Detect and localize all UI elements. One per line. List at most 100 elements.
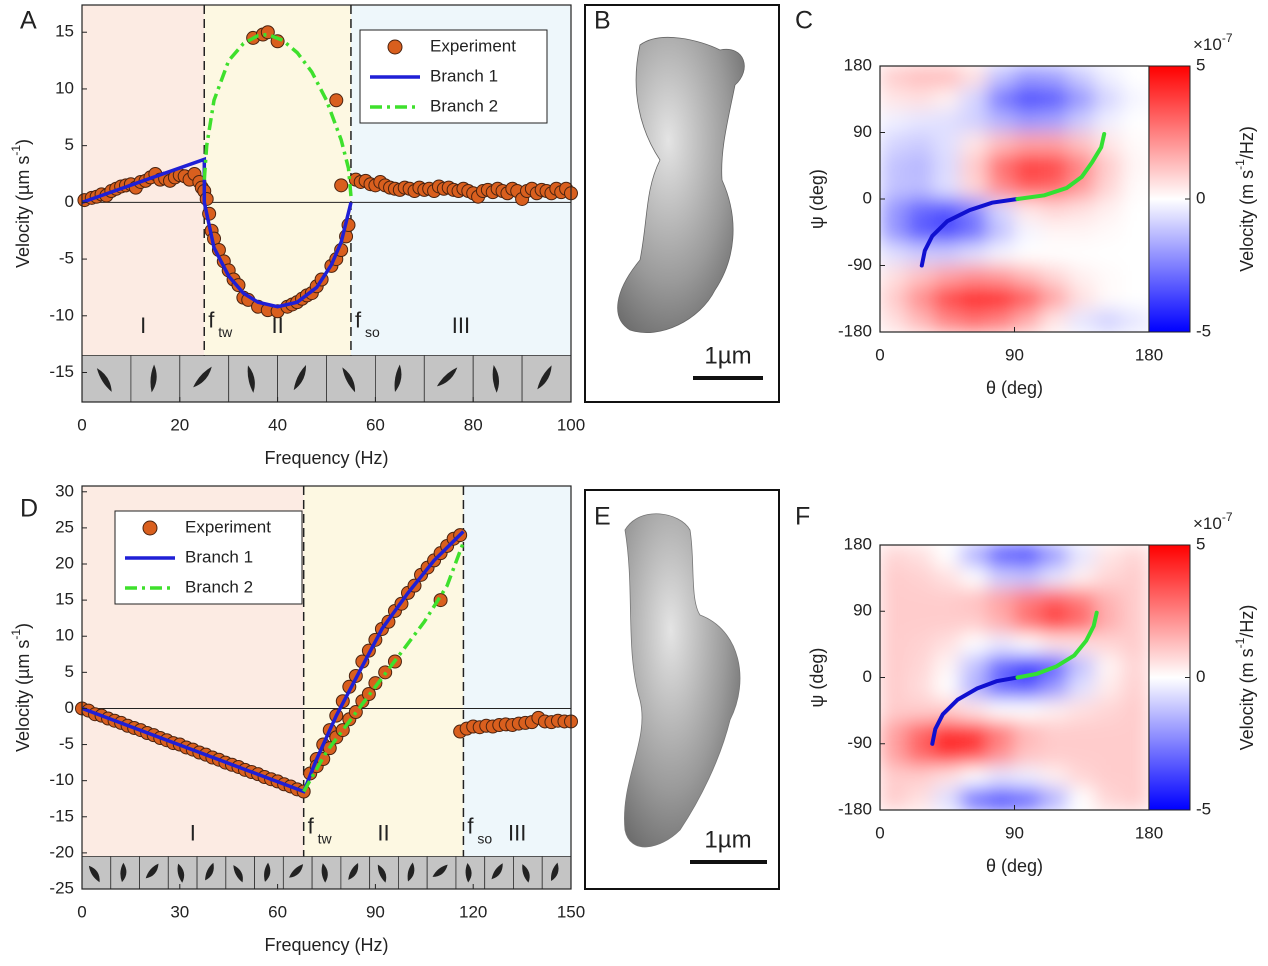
- heatmap-cell: [1121, 632, 1149, 656]
- heatmap-cell: [880, 677, 908, 701]
- y-tick-label: 15: [55, 22, 74, 41]
- x-tick-label: 0: [77, 415, 86, 434]
- heatmap-cell: [1040, 198, 1069, 222]
- colorbar-label-superscript: -1: [1233, 159, 1247, 170]
- heatmap-cell: [1014, 610, 1042, 634]
- heatmap-cell: [1067, 787, 1096, 810]
- heatmap-cell: [1121, 743, 1149, 767]
- heatmap-cell: [1067, 566, 1096, 590]
- heatmap-cell: [960, 632, 989, 656]
- heatmap-cell: [880, 309, 908, 332]
- heatmap-cell: [1121, 721, 1149, 745]
- heatmap-cell: [960, 176, 989, 200]
- heatmap-cell: [1067, 743, 1096, 767]
- heatmap-cell: [1040, 87, 1069, 111]
- legend-label: Experiment: [430, 36, 516, 55]
- colorbar-multiplier-exponent: -7: [1222, 510, 1233, 524]
- heatmap-cell: [960, 699, 989, 723]
- heatmap-cell: [906, 654, 935, 678]
- heatmap-cell: [1121, 66, 1149, 89]
- panel-letter: F: [795, 503, 810, 531]
- heatmap-cell: [1094, 87, 1123, 111]
- heatmap-cell: [1067, 242, 1096, 266]
- heatmap-cell: [1040, 109, 1069, 133]
- threshold-label: f: [308, 813, 315, 838]
- heatmap-cell: [960, 787, 989, 810]
- heatmap-cell: [880, 220, 908, 244]
- heatmap-cell: [1121, 154, 1149, 178]
- data-point: [329, 93, 344, 108]
- y-tick-label: 5: [65, 135, 74, 154]
- heatmap-cell: [987, 154, 1015, 178]
- snapshot-cell: [120, 862, 127, 883]
- heatmap-cell: [960, 309, 989, 332]
- heatmap-cell: [880, 109, 908, 133]
- region: [204, 5, 351, 402]
- heatmap-cell: [987, 721, 1015, 745]
- heatmap-cell: [1121, 287, 1149, 311]
- heatmap-cell: [880, 87, 908, 111]
- heatmap-cell: [987, 220, 1015, 244]
- y-axis-label-superscript: -1: [9, 145, 23, 156]
- heatmap-cell: [906, 132, 935, 156]
- threshold-subscript: tw: [318, 830, 333, 846]
- heatmap-cell: [1094, 677, 1123, 701]
- colorbar-multiplier: ×10-7: [1193, 31, 1233, 54]
- heatmap-cell: [1014, 109, 1042, 133]
- panel-letter: D: [20, 495, 38, 523]
- snapshot-cell: [522, 864, 530, 883]
- heatmap-cell: [880, 699, 908, 723]
- heatmap-cell: [1121, 265, 1149, 289]
- trajectory: [919, 197, 1020, 268]
- heatmap-cell: [987, 176, 1015, 200]
- snapshot-cell: [348, 862, 359, 880]
- colorbar-label: Velocity (m s-1/Hz): [1233, 605, 1257, 751]
- heatmap-cell: [1040, 632, 1069, 656]
- snapshot-cell: [465, 862, 472, 883]
- heatmap-cell: [906, 721, 935, 745]
- snapshot-cell: [432, 864, 448, 877]
- heatmap-cell: [1040, 242, 1069, 266]
- y-axis-label: Velocity (µm s-1): [9, 623, 33, 752]
- heatmap-cell: [1067, 545, 1096, 568]
- heatmap-cell: [1094, 309, 1123, 332]
- heatmap-cell: [1121, 610, 1149, 634]
- snapshot-cell: [492, 365, 500, 393]
- heatmap-cell: [1014, 632, 1042, 656]
- y-tick-label: -15: [49, 362, 74, 381]
- heatmap-cell: [960, 721, 989, 745]
- heatmap-cell: [933, 309, 962, 332]
- heatmap-cell: [933, 545, 962, 568]
- heatmap-cell: [906, 87, 935, 111]
- snapshot-cell: [394, 364, 402, 392]
- heatmap-cell: [906, 677, 935, 701]
- heatmap-cell: [880, 743, 908, 767]
- heatmap-cell: [1121, 588, 1149, 612]
- heatmap-cell: [880, 632, 908, 656]
- branch-line: [202, 32, 353, 197]
- heatmap-cell: [1040, 743, 1069, 767]
- heatmap-cell: [1067, 220, 1096, 244]
- region-label: I: [140, 313, 146, 338]
- snapshot-cell: [550, 862, 559, 882]
- heatmap-cell: [906, 743, 935, 767]
- heatmap-cell: [1121, 787, 1149, 810]
- heatmap-cell: [1067, 699, 1096, 723]
- heatmap-cell: [1067, 309, 1096, 332]
- heatmap-cell: [880, 287, 908, 311]
- heatmap-cell: [906, 588, 935, 612]
- y-tick-label: 90: [853, 601, 872, 620]
- legend-label: Branch 2: [185, 577, 253, 596]
- colorbar-tick-label: -5: [1196, 799, 1211, 818]
- region-label: II: [271, 313, 283, 338]
- y-axis-label: ψ (deg): [807, 169, 827, 229]
- heatmap-cell: [880, 132, 908, 156]
- colorbar-label-part: /Hz): [1237, 126, 1257, 159]
- x-tick-label: 60: [366, 415, 385, 434]
- heatmap-cell: [1067, 287, 1096, 311]
- heatmap-cell: [1040, 765, 1069, 789]
- heatmap-cell: [987, 265, 1015, 289]
- heatmap-cell: [1040, 309, 1069, 332]
- y-tick-label: -20: [49, 842, 74, 861]
- heatmap-cell: [960, 109, 989, 133]
